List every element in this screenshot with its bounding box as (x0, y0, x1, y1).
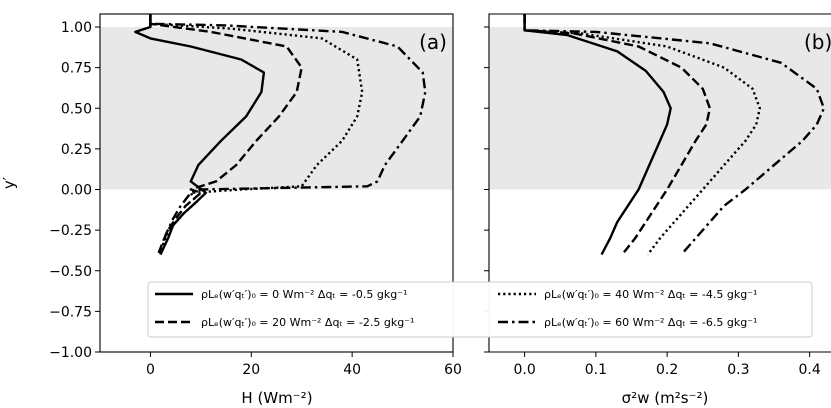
series-line-solid (134, 14, 266, 256)
y-axis-label: y′ (0, 176, 18, 189)
legend-entry-text: ρLₑ(w′qₜ′)₀ = 0 Wm⁻² Δqₜ = -0.5 gkg⁻¹ (201, 288, 407, 301)
x-tick-label: 0.3 (727, 362, 749, 378)
x-axis-label-a: H (Wm⁻²) (241, 389, 312, 407)
legend: ρLₑ(w′qₜ′)₀ = 0 Wm⁻² Δqₜ = -0.5 gkg⁻¹ ρLₑ… (147, 281, 813, 338)
y-tick-label: −0.50 (49, 264, 92, 280)
y-tick-label: 0.75 (61, 61, 92, 77)
axes-frame-a (99, 13, 454, 353)
y-tick-label: −0.25 (49, 223, 92, 239)
x-axis-label-b: σ²w (m²s⁻²) (622, 389, 709, 407)
series-line-dashdot (523, 14, 826, 256)
x-tick-label: 0.4 (798, 362, 820, 378)
series-line-dot (149, 14, 364, 255)
x-tick-label: 0 (146, 362, 155, 378)
y-tick-label: 0.50 (61, 101, 92, 117)
axes-frame-b (488, 13, 831, 353)
panel-b: 0.0 0.1 0.2 0.3 0.4 (b) σ²w (m²s⁻²) (484, 13, 831, 407)
x-tick-label: 60 (444, 362, 462, 378)
shaded-band-a (100, 27, 453, 190)
x-tick-label: 0.0 (513, 362, 535, 378)
y-tick-label: 0.00 (61, 183, 92, 199)
legend-entry-text: ρLₑ(w′qₜ′)₀ = 20 Wm⁻² Δqₜ = -2.5 gkg⁻¹ (201, 316, 414, 329)
legend-entry-text: ρLₑ(w′qₜ′)₀ = 40 Wm⁻² Δqₜ = -4.5 gkg⁻¹ (544, 288, 757, 301)
series-line-dash (149, 14, 303, 255)
series-line-dashdot (149, 14, 427, 255)
x-tick-label: 40 (343, 362, 361, 378)
panel-a: 1.00 0.75 0.50 0.25 0.00 −0.25 −0.50 −0.75 −1.00… (0, 13, 462, 407)
y-tick-label: 1.00 (61, 20, 92, 36)
panel-label-a: (a) (419, 30, 447, 54)
y-tick-label: −1.00 (49, 345, 92, 361)
panel-label-b: (b) (804, 30, 831, 54)
y-tick-label: 0.25 (61, 142, 92, 158)
x-tick-label: 20 (242, 362, 260, 378)
y-tick-label: −0.75 (49, 304, 92, 320)
shaded-band-b (489, 27, 831, 190)
x-tick-label: 0.1 (585, 362, 607, 378)
legend-entry-text: ρLₑ(w′qₜ′)₀ = 60 Wm⁻² Δqₜ = -6.5 gkg⁻¹ (544, 316, 757, 329)
x-tick-label: 0.2 (656, 362, 678, 378)
